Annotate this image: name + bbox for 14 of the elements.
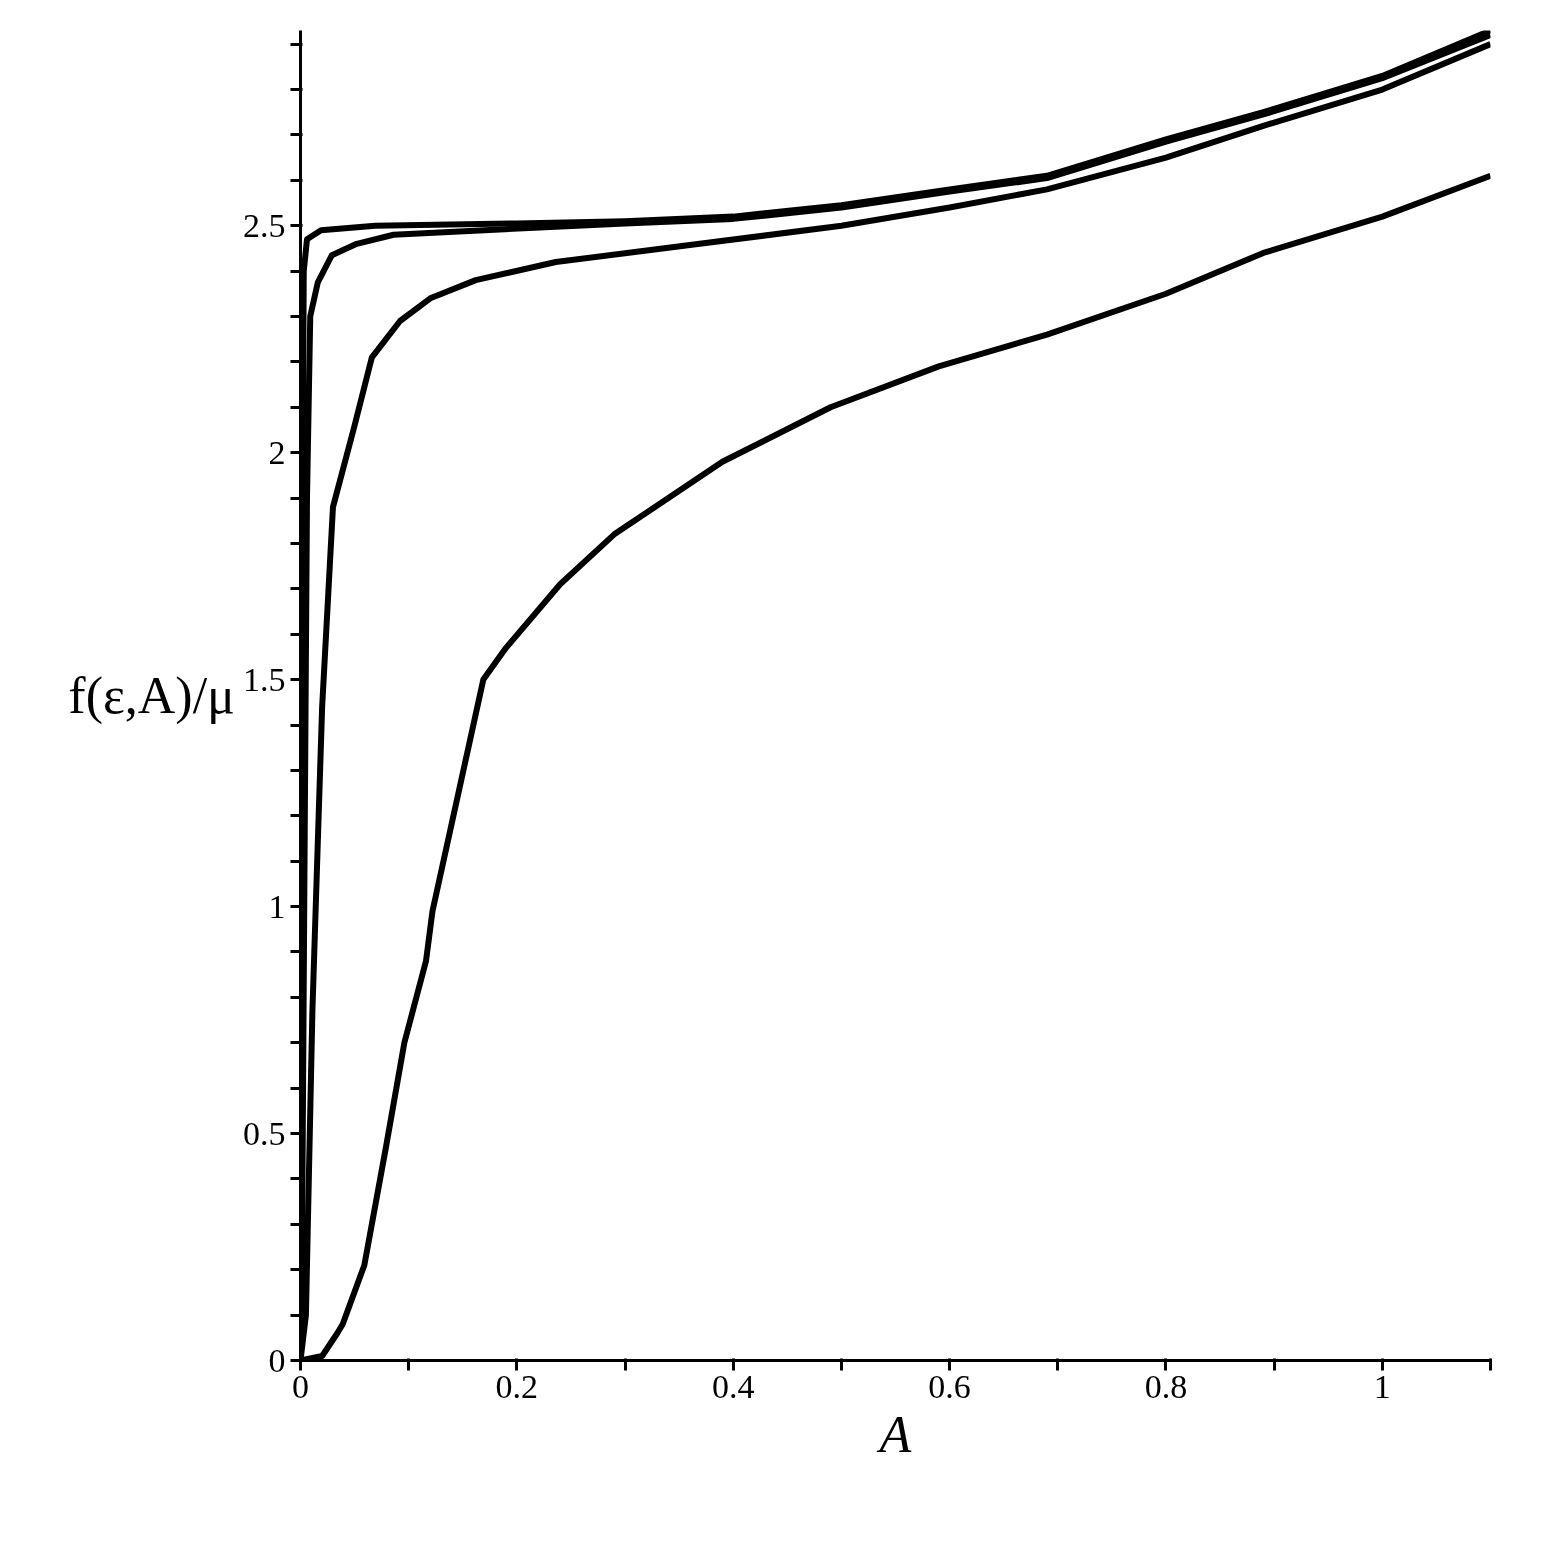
y-tick-label: 2.5	[243, 206, 286, 244]
y-tick-label: 0	[268, 1341, 286, 1379]
x-tick-label: 0.6	[928, 1367, 971, 1405]
y-tick-label: 1	[268, 887, 286, 925]
x-axis-title: A	[876, 1405, 912, 1463]
x-tick-label: 0.8	[1144, 1367, 1188, 1405]
y-axis-title: f(ε,A)/μ	[68, 667, 236, 725]
x-tick-label: 0.4	[711, 1367, 755, 1405]
x-tick-label: 0.2	[495, 1367, 539, 1405]
x-tick-label: 1	[1373, 1367, 1391, 1405]
y-tick-label: 1.5	[243, 660, 286, 698]
y-tick-label: 0.5	[243, 1114, 286, 1152]
y-tick-label: 2	[268, 433, 286, 471]
x-tick-label: 0	[292, 1367, 309, 1405]
